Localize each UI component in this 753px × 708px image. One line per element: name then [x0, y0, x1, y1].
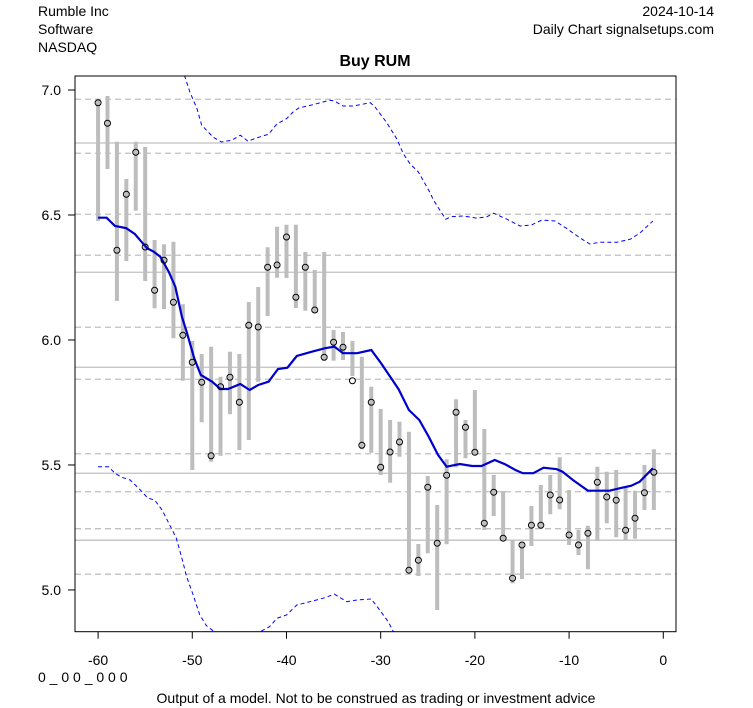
close-point	[631, 514, 639, 522]
close-point	[169, 298, 177, 306]
close-point	[461, 423, 469, 431]
exchange-label: NASDAQ	[38, 39, 98, 55]
close-point	[113, 246, 121, 254]
footer-code: 0 _ 0 0 _ 0 0 0	[38, 669, 128, 685]
price-candles	[96, 95, 656, 610]
sector-label: Software	[38, 21, 94, 37]
close-point	[452, 408, 460, 416]
y-axis: 5.0 5.5 6.0 6.5 7.0	[42, 82, 75, 598]
close-point	[292, 293, 300, 301]
close-point	[575, 541, 583, 549]
close-point	[622, 526, 630, 534]
y-tick-label: 6.0	[42, 332, 62, 348]
close-point	[593, 478, 601, 486]
close-point	[320, 353, 328, 361]
close-point	[367, 398, 375, 406]
close-point	[471, 448, 479, 456]
close-point	[405, 566, 413, 574]
close-point	[640, 489, 648, 497]
x-tick-label: -10	[559, 652, 579, 668]
close-point	[537, 521, 545, 529]
close-point	[358, 441, 366, 449]
y-tick-label: 5.5	[42, 457, 62, 473]
plot-frame	[74, 75, 677, 633]
chart-source: Daily Chart signalsetups.com	[532, 21, 714, 37]
company-name: Rumble Inc	[38, 3, 109, 19]
upper-band-line	[184, 76, 654, 245]
close-point	[348, 377, 356, 385]
y-tick-label: 5.0	[42, 582, 62, 598]
lower-band-line	[98, 466, 394, 632]
close-point	[612, 496, 620, 504]
close-point	[330, 338, 338, 346]
close-point	[207, 452, 215, 460]
chart-date: 2024-10-14	[642, 3, 714, 19]
close-point	[443, 471, 451, 479]
close-point	[311, 306, 319, 314]
x-tick-label: -30	[371, 652, 391, 668]
close-point	[217, 383, 225, 391]
close-point	[433, 539, 441, 547]
close-point	[141, 243, 149, 251]
close-point	[226, 373, 234, 381]
close-point	[188, 358, 196, 366]
close-point	[650, 468, 658, 476]
close-point	[122, 190, 130, 198]
close-point	[198, 378, 206, 386]
close-point	[509, 574, 517, 582]
close-point	[603, 493, 611, 501]
close-point	[103, 119, 111, 127]
close-point	[282, 233, 290, 241]
close-point	[254, 323, 262, 331]
chart-title: Buy RUM	[339, 53, 410, 70]
close-point	[301, 263, 309, 271]
x-tick-label: -60	[88, 652, 108, 668]
x-axis: -60 -50 -40 -30 -20 -10 0	[88, 631, 667, 668]
close-point	[132, 148, 140, 156]
close-point	[584, 529, 592, 537]
close-point	[424, 483, 432, 491]
close-point	[377, 463, 385, 471]
close-point	[339, 343, 347, 351]
close-point	[396, 438, 404, 446]
close-point	[556, 496, 564, 504]
reference-lines	[75, 98, 676, 575]
y-tick-label: 7.0	[42, 82, 62, 98]
close-point	[273, 261, 281, 269]
footer-disclaimer: Output of a model. Not to be construed a…	[157, 690, 596, 706]
close-point	[160, 256, 168, 264]
x-tick-label: -20	[465, 652, 485, 668]
x-tick-label: 0	[659, 652, 667, 668]
close-point	[499, 534, 507, 542]
close-point	[235, 398, 243, 406]
close-point	[414, 556, 422, 564]
x-tick-label: -40	[276, 652, 296, 668]
close-point	[179, 331, 187, 339]
close-point	[527, 521, 535, 529]
close-point	[565, 531, 573, 539]
close-point	[386, 448, 394, 456]
y-tick-label: 6.5	[42, 207, 62, 223]
close-point	[94, 99, 102, 107]
close-point	[546, 491, 554, 499]
close-point	[245, 321, 253, 329]
close-point	[264, 263, 272, 271]
series-lines	[98, 76, 654, 632]
close-point	[151, 286, 159, 294]
close-points	[94, 99, 658, 582]
x-tick-label: -50	[182, 652, 202, 668]
close-point	[518, 541, 526, 549]
close-point	[490, 488, 498, 496]
moving-average-line	[98, 216, 654, 492]
close-point	[480, 519, 488, 527]
